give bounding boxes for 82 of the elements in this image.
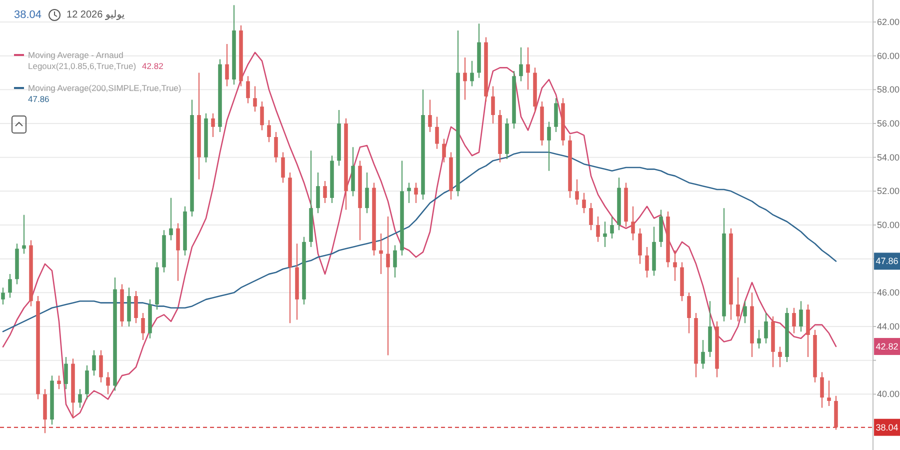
line-series xyxy=(2,52,837,419)
candlestick xyxy=(582,192,586,214)
candlestick xyxy=(141,312,145,341)
candlestick xyxy=(589,202,593,231)
annotation: 12 2026 يوليو xyxy=(66,10,125,20)
candlestick xyxy=(701,340,705,370)
candlestick xyxy=(134,290,138,324)
candlestick xyxy=(99,350,103,383)
candlestick xyxy=(316,172,320,214)
text: 42.82 xyxy=(876,341,898,352)
candlestick xyxy=(8,274,12,298)
candlestick xyxy=(820,372,824,408)
candlestick xyxy=(64,356,68,390)
y-tick-label: 62.00 xyxy=(877,16,900,27)
candlestick xyxy=(281,152,285,184)
line-series xyxy=(2,152,837,332)
candlestick xyxy=(169,197,173,241)
candlestick xyxy=(92,350,96,376)
y-tick-label: 50.00 xyxy=(877,220,900,230)
candlestick xyxy=(610,216,614,240)
candlestick xyxy=(386,216,390,356)
candlestick xyxy=(365,172,369,214)
candlestick xyxy=(554,98,558,132)
candlestick xyxy=(253,86,257,112)
candlestick xyxy=(736,276,740,322)
candlestick xyxy=(792,307,796,334)
candlestick xyxy=(442,138,446,163)
annotation: 42.82 xyxy=(142,61,164,71)
legend-label: Moving Average(200,SIMPLE,True,True) xyxy=(28,83,182,93)
candlestick xyxy=(57,375,61,390)
y-tick-label: 54.00 xyxy=(877,152,900,162)
ref-line-label: 38.04 xyxy=(876,422,898,432)
legend-label: Moving Average - Arnaud Legoux(21,0.85,6,True,True) xyxy=(28,50,136,71)
candlestick xyxy=(757,329,761,349)
candlestick xyxy=(407,182,411,204)
candlestick xyxy=(645,246,649,278)
candlestick xyxy=(463,57,467,100)
candlestick xyxy=(85,364,89,400)
candlestick xyxy=(631,206,635,241)
candlestick xyxy=(778,346,782,368)
annotation: 38.04 xyxy=(14,9,42,21)
candlestick xyxy=(596,216,600,242)
candlestick xyxy=(638,228,642,264)
candlestick xyxy=(603,221,607,248)
y-tick-label: 46.00 xyxy=(877,288,900,298)
y-tick-label: 40.00 xyxy=(877,389,900,400)
candlestick xyxy=(743,300,747,324)
candlestick xyxy=(673,250,677,282)
candlestick xyxy=(575,178,579,206)
candlestick xyxy=(246,76,250,104)
candlestick xyxy=(274,131,278,163)
candlestick xyxy=(428,99,432,132)
text: 47.86 xyxy=(876,256,898,266)
candlestick xyxy=(379,232,383,275)
candlestick xyxy=(491,86,495,124)
candlestick xyxy=(547,121,551,172)
candlestick xyxy=(827,380,831,407)
candlestick xyxy=(799,300,803,332)
candlestick xyxy=(211,112,215,138)
y-tick-label: 60.00 xyxy=(877,50,900,61)
y-tick-label: 52.00 xyxy=(877,186,900,196)
candlestick xyxy=(22,214,26,254)
candlestick xyxy=(1,287,5,306)
candlestick xyxy=(260,101,264,131)
candlestick xyxy=(106,372,110,395)
candlestick xyxy=(393,244,397,278)
candlestick xyxy=(764,312,768,344)
annotation: 47.86 xyxy=(28,94,50,104)
candlestick xyxy=(323,180,327,204)
candlestick xyxy=(435,116,439,150)
candlestick xyxy=(225,43,229,87)
y-tick-label: 44.00 xyxy=(877,322,900,332)
y-tick-label: 56.00 xyxy=(877,118,900,128)
candlestick xyxy=(78,388,82,408)
candlestick xyxy=(687,292,691,334)
candlestick xyxy=(414,182,418,204)
candlestick xyxy=(470,60,474,87)
candlestick xyxy=(519,46,523,82)
candlestick xyxy=(267,120,271,143)
candlestick xyxy=(526,46,530,90)
candlestick xyxy=(176,222,180,282)
y-tick-label: 58.00 xyxy=(877,84,900,95)
